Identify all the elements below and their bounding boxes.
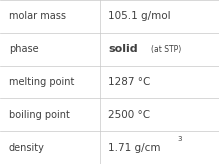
Text: 1287 °C: 1287 °C bbox=[108, 77, 151, 87]
Text: melting point: melting point bbox=[9, 77, 74, 87]
Text: 1.71 g/cm: 1.71 g/cm bbox=[108, 143, 161, 153]
Text: 3: 3 bbox=[177, 136, 182, 142]
Text: 2500 °C: 2500 °C bbox=[108, 110, 150, 120]
Text: density: density bbox=[9, 143, 45, 153]
Text: (at STP): (at STP) bbox=[151, 45, 181, 54]
Text: solid: solid bbox=[108, 44, 138, 54]
Text: molar mass: molar mass bbox=[9, 11, 66, 21]
Text: boiling point: boiling point bbox=[9, 110, 70, 120]
Text: phase: phase bbox=[9, 44, 38, 54]
Text: 105.1 g/mol: 105.1 g/mol bbox=[108, 11, 171, 21]
